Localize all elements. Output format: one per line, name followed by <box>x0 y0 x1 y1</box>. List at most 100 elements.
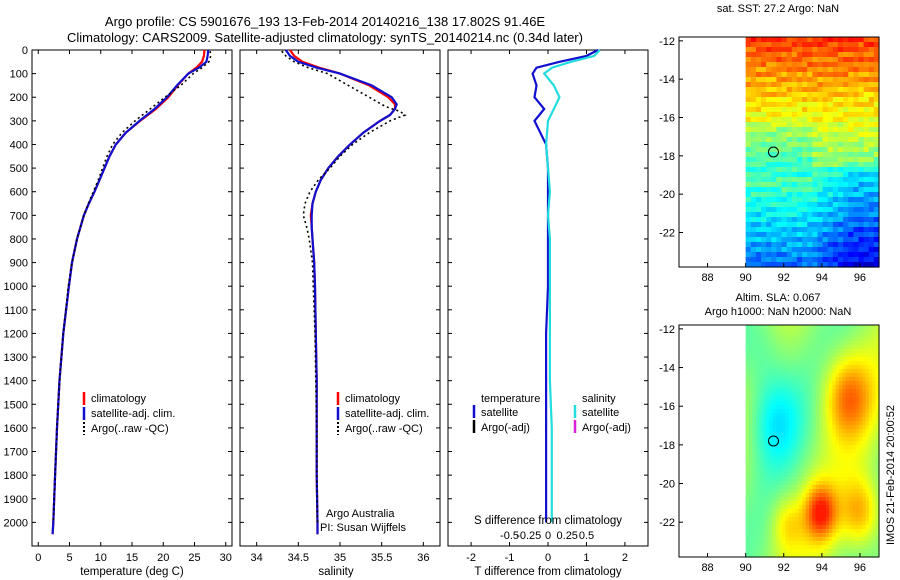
sla-cell <box>775 537 780 542</box>
sla-cell <box>745 401 750 406</box>
sst-cell <box>750 227 757 233</box>
sla-cell <box>845 353 850 358</box>
sla-cell <box>795 361 800 366</box>
sst-cell <box>873 117 880 123</box>
sla-cell <box>819 413 823 418</box>
sst-cell <box>771 82 778 88</box>
sst-cell <box>755 157 762 163</box>
sst-cell <box>858 87 865 93</box>
lat-tick-label: -12 <box>659 324 675 336</box>
sst-cell <box>863 62 870 68</box>
sla-cell <box>802 349 807 354</box>
sst-cell <box>832 212 839 218</box>
sst-cell <box>843 52 849 58</box>
sla-cell <box>759 441 763 446</box>
sla-cell <box>845 409 850 414</box>
sla-cell <box>805 437 810 442</box>
lat-tick-label: -14 <box>659 363 675 375</box>
sst-cell <box>832 122 839 128</box>
sla-cell <box>775 417 780 422</box>
sla-cell <box>872 501 877 506</box>
sla-cell <box>822 349 827 354</box>
sst-cell <box>771 122 778 128</box>
sla-cell <box>855 349 860 354</box>
x-tick-label: 25 <box>188 552 200 564</box>
sla-cell <box>775 333 780 338</box>
sla-cell <box>819 461 823 466</box>
sla-cell <box>745 469 750 474</box>
sla-cell <box>755 541 760 546</box>
sla-cell <box>755 409 760 414</box>
sst-cell <box>755 52 762 58</box>
sst-cell <box>786 147 793 153</box>
sla-cell <box>792 493 797 498</box>
sst-cell <box>827 257 834 263</box>
sla-cell <box>875 433 880 438</box>
sla-cell <box>839 461 843 466</box>
sla-cell <box>785 333 790 338</box>
sla-cell <box>779 449 783 454</box>
sst-cell <box>771 47 778 53</box>
sst-cell <box>776 252 783 258</box>
sla-cell <box>855 385 860 390</box>
depth-tick-label: 1700 <box>4 447 28 459</box>
sst-cell <box>771 222 778 228</box>
sst-cell <box>761 107 767 113</box>
sla-cell <box>845 469 850 474</box>
sst-cell <box>832 172 839 178</box>
sla-cell <box>842 341 847 346</box>
sla-cell <box>839 397 843 402</box>
sst-cell <box>837 117 844 123</box>
sla-cell <box>745 525 750 530</box>
sla-cell <box>802 345 807 350</box>
sla-cell <box>812 445 817 450</box>
sst-cell <box>750 242 757 248</box>
difference-legend: temperature satellite Argo(-adj) salinit… <box>472 393 631 434</box>
sst-cell <box>766 82 772 88</box>
sla-cell <box>789 521 793 526</box>
sla-cell <box>815 533 820 538</box>
sst-cell <box>796 162 803 168</box>
sst-cell <box>766 142 772 148</box>
sst-cell <box>766 167 772 173</box>
sla-cell <box>805 333 810 338</box>
sst-cell <box>745 172 752 178</box>
sla-cell <box>815 445 820 450</box>
sst-cell <box>755 182 762 188</box>
sla-cell <box>805 377 810 382</box>
sst-cell <box>837 52 844 58</box>
sla-cell <box>859 409 863 414</box>
sla-cell <box>772 413 777 418</box>
sla-cell <box>769 457 773 462</box>
sla-cell <box>769 501 773 506</box>
sla-cell <box>789 405 793 410</box>
sst-cell <box>771 182 778 188</box>
sst-cell <box>745 127 752 133</box>
sla-cell <box>835 337 840 342</box>
sla-cell <box>819 349 823 354</box>
sla-cell <box>795 413 800 418</box>
sla-cell <box>795 453 800 458</box>
sla-cell <box>755 417 760 422</box>
sst-cell <box>781 147 788 153</box>
sla-cell <box>815 469 820 474</box>
sla-cell <box>745 385 750 390</box>
sst-cell <box>837 232 844 238</box>
sla-cell <box>765 521 770 526</box>
sla-cell <box>819 397 823 402</box>
sst-cell <box>843 172 849 178</box>
sla-cell <box>789 465 793 470</box>
sla-cell <box>762 541 767 546</box>
sla-cell <box>765 449 770 454</box>
sst-cell <box>827 182 834 188</box>
sla-cell <box>855 433 860 438</box>
sla-cell <box>775 381 780 386</box>
sla-cell <box>752 385 757 390</box>
sla-cell <box>812 329 817 334</box>
sla-cell <box>755 373 760 378</box>
sst-cell <box>853 172 860 178</box>
sla-cell <box>855 337 860 342</box>
sla-cell <box>789 365 793 370</box>
sla-cell <box>815 417 820 422</box>
sst-cell <box>802 227 808 233</box>
